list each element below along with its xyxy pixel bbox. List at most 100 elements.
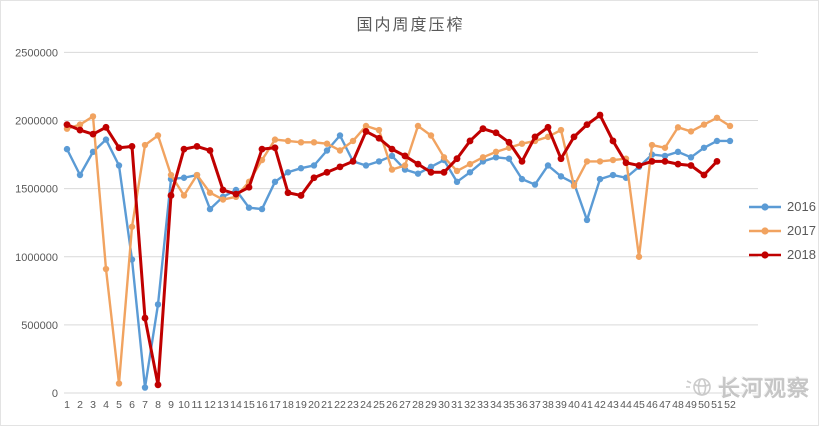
x-axis-tick-label: 25: [373, 399, 385, 411]
data-point-2017: [596, 158, 604, 165]
data-point-2018: [713, 157, 721, 165]
data-point-2018: [310, 174, 318, 182]
globe-logo-icon: [685, 378, 711, 396]
data-point-2016: [115, 162, 123, 169]
data-point-2017: [427, 132, 435, 139]
data-point-2017: [700, 121, 708, 128]
data-point-2017: [661, 144, 669, 151]
data-point-2016: [362, 162, 370, 169]
data-point-2018: [453, 155, 461, 163]
data-point-2016: [141, 384, 149, 391]
data-point-2016: [700, 144, 708, 151]
watermark-text: 长河观察: [717, 376, 810, 401]
data-point-2018: [700, 171, 708, 179]
data-point-2017: [310, 139, 318, 146]
data-point-2018: [687, 162, 695, 169]
data-point-2018: [635, 162, 643, 169]
data-point-2016: [206, 205, 214, 213]
data-point-2018: [557, 155, 565, 163]
data-point-2018: [466, 137, 474, 145]
x-axis-tick-label: 1: [64, 399, 70, 411]
data-point-2017: [76, 121, 84, 128]
data-point-2017: [479, 154, 487, 161]
data-point-2017: [518, 140, 526, 147]
data-point-2017: [375, 126, 383, 134]
data-point-2016: [388, 152, 396, 160]
y-axis-tick-label: 1500000: [15, 184, 58, 196]
data-point-2018: [518, 157, 526, 165]
x-axis-tick-label: 6: [129, 399, 135, 411]
data-point-2017: [466, 160, 474, 168]
x-axis-tick-label: 9: [168, 399, 174, 411]
legend-label-2016: 2016: [787, 199, 816, 214]
data-point-2016: [661, 152, 669, 160]
data-point-2018: [115, 144, 123, 152]
data-point-2016: [154, 301, 162, 308]
data-point-2017: [297, 139, 305, 146]
data-point-2017: [323, 140, 331, 147]
x-axis-tick-label: 50: [698, 399, 710, 411]
data-point-2018: [271, 144, 279, 152]
data-point-2016: [76, 171, 84, 179]
data-point-2018: [531, 133, 539, 141]
x-axis-tick-label: 30: [438, 399, 450, 411]
x-axis-tick-label: 22: [334, 399, 346, 411]
data-point-2016: [713, 137, 721, 145]
x-axis-tick-label: 5: [116, 399, 122, 411]
series-line-2016: [65, 134, 732, 389]
data-point-2018: [388, 145, 396, 153]
data-point-2017: [492, 148, 500, 156]
x-axis-tick-label: 20: [308, 399, 320, 411]
x-axis-tick-label: 19: [295, 399, 307, 411]
x-axis-tick-label: 27: [399, 399, 411, 411]
legend-label-2018: 2018: [787, 247, 816, 262]
data-point-2017: [336, 147, 344, 154]
data-point-2016: [492, 154, 500, 161]
data-point-2018: [648, 157, 656, 165]
data-point-2018: [323, 168, 331, 176]
data-point-2017: [362, 122, 370, 130]
data-point-2018: [622, 159, 630, 167]
data-point-2016: [544, 162, 552, 169]
data-point-2017: [401, 162, 409, 169]
data-point-2018: [505, 138, 513, 146]
data-point-2017: [115, 380, 123, 387]
data-point-2018: [440, 168, 448, 176]
data-point-2018: [414, 160, 422, 168]
x-axis-tick-label: 34: [490, 399, 502, 411]
legend-line-marker-icon: [749, 226, 781, 235]
y-axis-tick-label: 500000: [21, 320, 58, 332]
data-point-2017: [284, 137, 292, 145]
data-point-2017: [414, 122, 422, 130]
data-point-2016: [63, 145, 71, 153]
x-axis-tick-label: 18: [282, 399, 294, 411]
data-point-2016: [310, 162, 318, 169]
data-point-2017: [219, 196, 227, 203]
y-axis-tick-label: 2500000: [15, 47, 58, 59]
data-point-2016: [297, 165, 305, 172]
data-point-2017: [388, 166, 396, 173]
data-point-2016: [726, 137, 734, 145]
data-point-2017: [180, 192, 188, 199]
x-axis-tick-label: 51: [711, 399, 723, 411]
data-point-2018: [596, 111, 604, 119]
x-axis-tick-label: 38: [542, 399, 554, 411]
data-point-2018: [284, 189, 292, 197]
data-point-2017: [154, 132, 162, 139]
data-point-2017: [609, 156, 617, 164]
legend-item-2016: 2016: [748, 199, 816, 214]
data-point-2016: [596, 175, 604, 183]
data-point-2018: [427, 168, 435, 176]
y-axis-tick-label: 0: [52, 388, 58, 400]
data-point-2016: [557, 173, 565, 180]
data-point-2016: [375, 158, 383, 165]
legend-item-2017: 2017: [748, 223, 816, 238]
legend-item-2018: 2018: [748, 247, 816, 262]
x-axis-tick-label: 4: [103, 399, 109, 411]
data-point-2016: [414, 170, 422, 177]
data-point-2018: [193, 143, 201, 150]
data-point-2017: [557, 126, 565, 134]
x-axis-tick-label: 40: [568, 399, 580, 411]
